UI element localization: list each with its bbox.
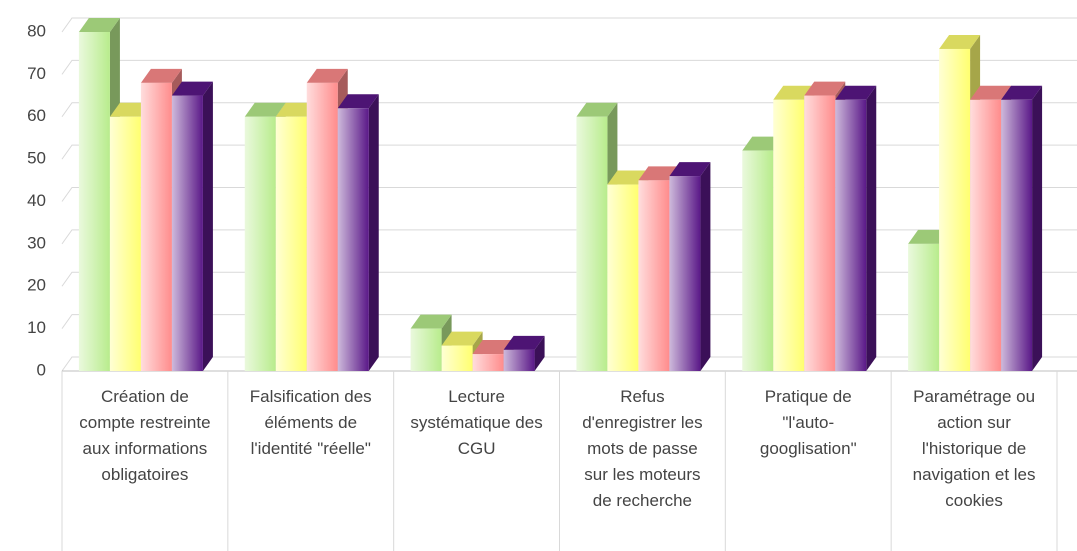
bar-top	[441, 331, 483, 346]
x-tick-label: Refus d'enregistrer les mots de passe su…	[582, 387, 703, 510]
bar-top	[78, 18, 120, 32]
y-tick-label: 20	[27, 276, 46, 295]
bar	[441, 345, 473, 371]
bar-side	[202, 81, 213, 371]
x-tick-label: Lecture systématique des CGU	[410, 387, 543, 458]
bar-top	[275, 102, 317, 117]
bar	[275, 116, 307, 371]
bar-top	[970, 85, 1012, 100]
bar-top	[306, 68, 348, 83]
bar	[669, 176, 701, 371]
bar-top	[140, 68, 182, 83]
bar-top	[835, 85, 877, 100]
bar	[576, 116, 608, 371]
grid-line	[61, 59, 1077, 75]
bar	[804, 95, 836, 371]
y-tick-label: 60	[27, 106, 46, 125]
bar	[970, 99, 1002, 372]
x-tick-label: Pratique de "l'auto-googlisation"	[759, 387, 857, 458]
bar-side	[534, 335, 545, 371]
y-tick-label: 30	[27, 233, 46, 252]
bar	[835, 99, 867, 372]
x-tick-label: Paramétrage ou action sur l'historique d…	[912, 387, 1036, 510]
bar	[939, 48, 971, 371]
bar	[140, 82, 172, 371]
x-tick-label: Falsification des éléments de l'identité…	[249, 387, 372, 458]
grid-line	[61, 187, 1077, 202]
bar-top	[669, 162, 711, 177]
bar	[908, 243, 940, 371]
bar-top	[638, 166, 680, 181]
bar	[607, 184, 639, 371]
bar-top	[337, 94, 379, 109]
bar	[773, 99, 805, 372]
bar	[1001, 99, 1033, 372]
bar-top	[939, 34, 981, 49]
grid-line	[61, 144, 1077, 160]
grid-line	[61, 356, 1077, 372]
y-tick-label: 50	[27, 149, 46, 168]
bar-top	[503, 335, 545, 350]
bar-top	[576, 102, 618, 117]
bar	[472, 354, 504, 371]
grid-line	[61, 271, 1077, 287]
bar	[78, 32, 110, 371]
bar	[109, 116, 141, 371]
y-tick-label: 70	[27, 64, 46, 83]
bar-top	[410, 314, 452, 329]
bar-top	[742, 136, 784, 151]
bar-top	[472, 340, 514, 355]
bar-side	[700, 162, 711, 371]
bar	[337, 108, 369, 372]
bar	[171, 95, 203, 371]
bar-top	[109, 102, 151, 117]
grid-line	[61, 102, 1077, 118]
bar	[244, 116, 276, 371]
bar	[638, 180, 670, 371]
x-tick-label: Création de compte restreinte aux inform…	[79, 387, 211, 484]
bar-side	[866, 85, 877, 372]
bar-side	[1032, 85, 1043, 372]
bar-top	[908, 229, 950, 244]
bar-side	[368, 94, 379, 372]
bar-top	[773, 85, 815, 100]
bar-top	[244, 102, 286, 117]
bar	[742, 150, 774, 371]
grid-line	[61, 17, 1077, 33]
y-tick-label: 0	[37, 360, 46, 379]
bar	[410, 328, 442, 371]
bar-top	[804, 81, 846, 96]
bar-top	[1001, 85, 1043, 100]
y-tick-label: 10	[27, 318, 46, 337]
bar-top	[171, 81, 213, 96]
grid-line	[61, 229, 1077, 245]
y-tick-label: 80	[27, 21, 46, 40]
bar	[306, 82, 338, 371]
y-tick-label: 40	[27, 191, 46, 210]
bar-top	[607, 170, 649, 185]
grid-line	[61, 314, 1077, 329]
bar	[503, 349, 535, 371]
